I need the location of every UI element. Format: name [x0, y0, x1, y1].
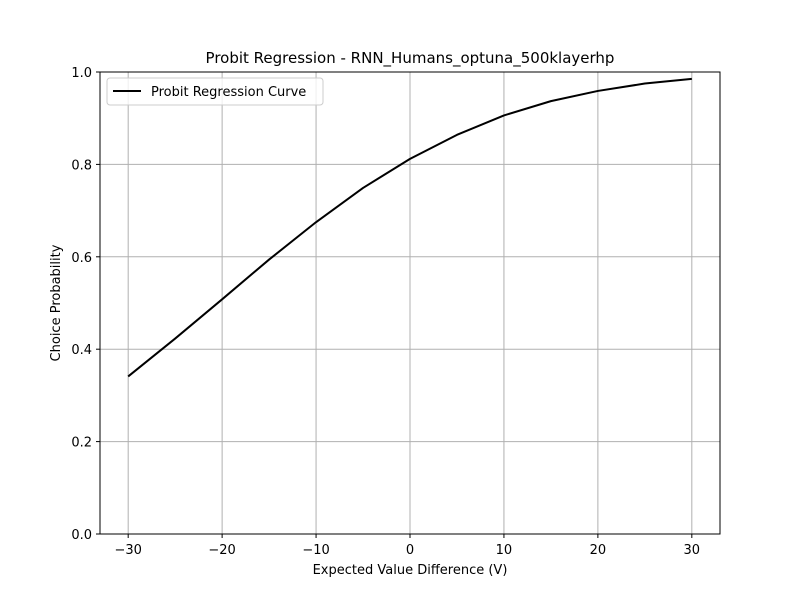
legend: Probit Regression Curve [106, 77, 324, 106]
y-tick-label: 1.0 [71, 66, 92, 81]
x-tick-label: 30 [684, 543, 701, 558]
x-tick-label: 10 [496, 543, 513, 558]
y-tick-label: 0.0 [71, 528, 92, 543]
ticks: −30 −20 −10 0 10 20 30 0.0 0.2 0.4 0.6 0.8 1.0 [71, 66, 700, 558]
y-tick-label: 0.4 [71, 343, 92, 358]
y-tick-label: 0.6 [71, 251, 92, 266]
x-tick-label: −20 [208, 543, 235, 558]
y-tick-label: 0.8 [71, 158, 92, 173]
chart-title: Probit Regression - RNN_Humans_optuna_50… [206, 49, 615, 68]
x-tick-label: 20 [590, 543, 607, 558]
x-tick-label: −10 [302, 543, 329, 558]
legend-label: Probit Regression Curve [151, 85, 306, 100]
x-tick-label: −30 [114, 543, 141, 558]
series-line-probit-regression-curve [127, 77, 692, 378]
legend-box [106, 77, 324, 106]
y-tick-label: 0.2 [71, 436, 92, 451]
y-axis-label: Choice Probability [49, 244, 64, 361]
x-tick-label: 0 [406, 543, 414, 558]
x-axis-label: Expected Value Difference (V) [313, 563, 508, 578]
series-layer [127, 77, 692, 378]
